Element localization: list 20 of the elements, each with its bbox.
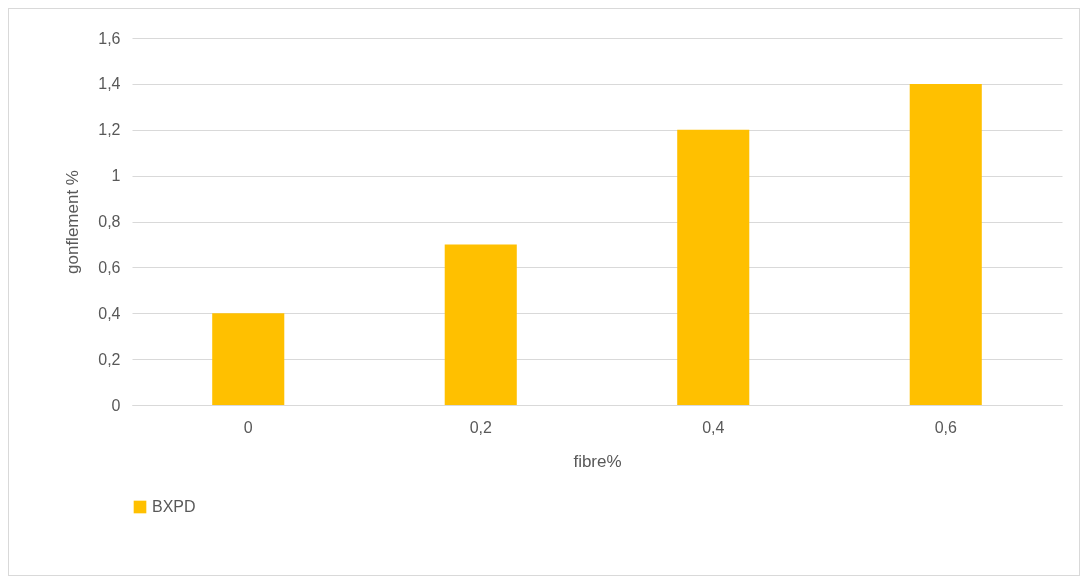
y-tick-label: 1,6: [98, 29, 121, 47]
bar: [212, 313, 285, 405]
x-tick-label: 0: [243, 418, 253, 436]
bar: [444, 244, 517, 405]
y-tick-label: 1,4: [98, 75, 121, 93]
y-tick-label: 0: [111, 396, 121, 414]
y-tick-label: 0,4: [98, 304, 121, 322]
y-tick-label: 0,8: [98, 213, 121, 230]
x-tick-label: 0,2: [469, 418, 492, 436]
y-tick-label: 1: [111, 167, 121, 185]
y-tick-label: 0,6: [98, 258, 121, 276]
bar: [909, 83, 982, 405]
x-axis-title: fibre%: [573, 451, 622, 471]
y-tick-label: 1,2: [98, 121, 121, 139]
legend-label: BXPD: [152, 498, 196, 515]
y-axis-title: gonflement %: [63, 170, 83, 274]
x-tick-label: 0,4: [702, 418, 725, 436]
y-tick-label: 0,2: [98, 350, 121, 368]
bar: [677, 129, 750, 405]
x-tick-label: 0,6: [934, 418, 957, 436]
